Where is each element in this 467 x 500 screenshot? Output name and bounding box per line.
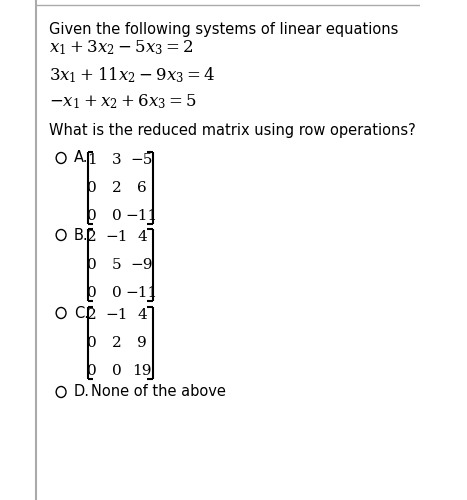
Text: 5: 5 [112, 258, 121, 272]
Text: 19: 19 [132, 364, 152, 378]
Text: −11: −11 [126, 209, 158, 223]
Text: 6: 6 [137, 181, 147, 195]
Text: 0: 0 [112, 286, 122, 300]
Text: C.: C. [74, 306, 89, 320]
Text: $x_1 + 3x_2 - 5x_3 = 2$: $x_1 + 3x_2 - 5x_3 = 2$ [50, 38, 194, 58]
Text: −1: −1 [106, 230, 128, 244]
Text: 0: 0 [87, 364, 97, 378]
Text: 3: 3 [112, 153, 121, 167]
Text: 0: 0 [87, 258, 97, 272]
Text: 0: 0 [87, 286, 97, 300]
Text: 0: 0 [87, 209, 97, 223]
Text: 2: 2 [112, 181, 122, 195]
Text: 9: 9 [137, 336, 147, 350]
Text: $3x_1 + 11x_2 - 9x_3 = 4$: $3x_1 + 11x_2 - 9x_3 = 4$ [50, 65, 216, 85]
Text: D.: D. [74, 384, 90, 400]
Text: −9: −9 [131, 258, 153, 272]
Text: −5: −5 [131, 153, 153, 167]
Text: B.: B. [74, 228, 88, 242]
Text: 0: 0 [112, 364, 122, 378]
Text: 4: 4 [137, 308, 147, 322]
Text: 1: 1 [87, 153, 97, 167]
Text: 0: 0 [112, 209, 122, 223]
Text: 2: 2 [112, 336, 122, 350]
Text: 0: 0 [87, 181, 97, 195]
Text: 4: 4 [137, 230, 147, 244]
Text: 2: 2 [87, 308, 97, 322]
Text: $-x_1 + x_2 + 6x_3 = 5$: $-x_1 + x_2 + 6x_3 = 5$ [50, 92, 198, 112]
Text: What is the reduced matrix using row operations?: What is the reduced matrix using row ope… [50, 122, 416, 138]
Text: None of the above: None of the above [91, 384, 226, 400]
Text: 2: 2 [87, 230, 97, 244]
Text: −11: −11 [126, 286, 158, 300]
Text: A.: A. [74, 150, 88, 166]
Text: 0: 0 [87, 336, 97, 350]
Text: −1: −1 [106, 308, 128, 322]
Text: Given the following systems of linear equations: Given the following systems of linear eq… [50, 22, 399, 37]
